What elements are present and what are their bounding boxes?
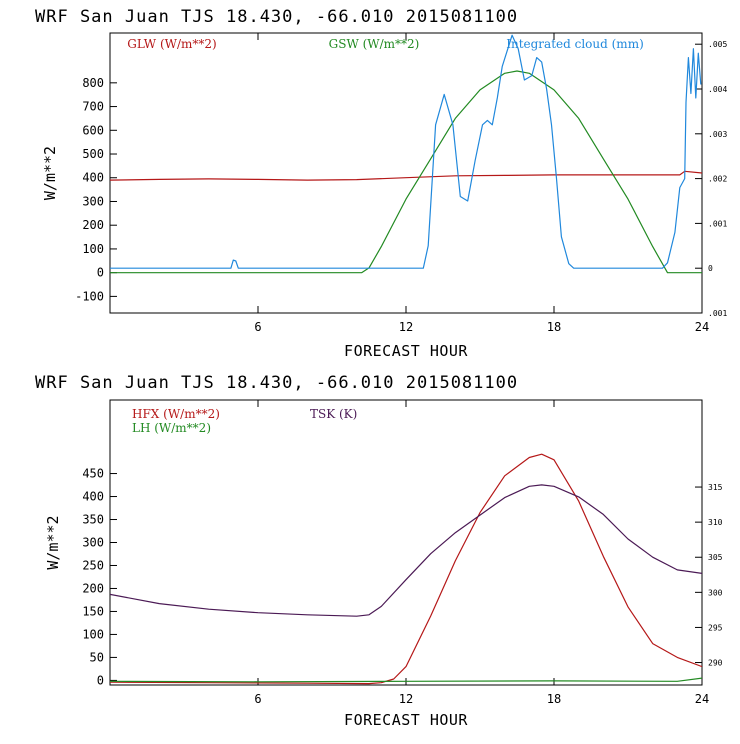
y-tick-label: 150 [82, 604, 104, 618]
y-tick-label: 700 [82, 100, 104, 114]
x-tick-label: 6 [254, 692, 261, 706]
y2-tick-label: 305 [708, 553, 723, 562]
y-tick-label: 400 [82, 171, 104, 185]
legend-entry-tsk: TSK (K) [310, 407, 357, 421]
y-axis-label: W/m**2 [44, 515, 62, 569]
y2-tick-label: .001 [708, 219, 727, 228]
x-axis-label: FORECAST HOUR [344, 342, 468, 360]
x-tick-label: 18 [547, 320, 561, 334]
y-tick-label: 300 [82, 536, 104, 550]
series-line-hfx [110, 453, 702, 685]
series-line-lh [110, 677, 702, 683]
y-tick-label: 250 [82, 558, 104, 572]
x-tick-label: 24 [695, 320, 709, 334]
x-tick-label: 24 [695, 692, 709, 706]
chart-title: WRF San Juan TJS 18.430, -66.010 2015081… [35, 373, 518, 393]
series-line-gsw [110, 70, 702, 274]
legend-entry-integrated: Integrated cloud (mm) [506, 37, 644, 51]
y-tick-label: 450 [82, 467, 104, 481]
y-tick-label: 100 [82, 242, 104, 256]
chart-title: WRF San Juan TJS 18.430, -66.010 2015081… [35, 7, 518, 27]
y-tick-label: 100 [82, 627, 104, 641]
plot-frame [109, 399, 703, 686]
y2-tick-label: 300 [708, 588, 723, 597]
y-tick-label: 0 [97, 266, 104, 280]
y2-tick-label: 295 [708, 623, 723, 632]
y-axis-label: W/m**2 [41, 146, 59, 200]
x-axis-label: FORECAST HOUR [344, 711, 468, 729]
y-tick-label: 0 [97, 673, 104, 687]
series-line-tsk [110, 484, 702, 617]
y-tick-label: 200 [82, 581, 104, 595]
y-tick-label: 350 [82, 513, 104, 527]
y-tick-label: 300 [82, 194, 104, 208]
y2-tick-label: .004 [708, 85, 727, 94]
y-tick-label: -100 [75, 289, 104, 303]
y-tick-label: 400 [82, 490, 104, 504]
legend-entry-gsw: GSW (W/m**2) [329, 37, 420, 51]
plot-frame [109, 32, 703, 314]
chart-panel-1: WRF San Juan TJS 18.430, -66.010 2015081… [35, 7, 727, 360]
y2-tick-label: 315 [708, 483, 723, 492]
chart-panel-2: WRF San Juan TJS 18.430, -66.010 2015081… [35, 373, 723, 729]
y2-tick-label: 310 [708, 518, 723, 527]
y-tick-label: 200 [82, 218, 104, 232]
y2-tick-label: 290 [708, 659, 723, 668]
legend-entry-glw: GLW (W/m**2) [127, 37, 216, 51]
y2-tick-label: 0 [708, 264, 713, 273]
y-tick-label: 50 [90, 650, 104, 664]
x-tick-label: 6 [254, 320, 261, 334]
y2-tick-label: .005 [708, 40, 727, 49]
y2-tick-label: .003 [708, 130, 727, 139]
y2-tick-label: .002 [708, 175, 727, 184]
legend-entry-hfx: HFX (W/m**2) [132, 407, 220, 421]
series-line-integrated [110, 34, 702, 269]
y-tick-label: 600 [82, 123, 104, 137]
series-line-glw [110, 170, 702, 181]
y-tick-label: 500 [82, 147, 104, 161]
x-tick-label: 12 [399, 692, 413, 706]
y-tick-label: 800 [82, 76, 104, 90]
legend-entry-lh: LH (W/m**2) [132, 421, 211, 435]
x-tick-label: 12 [399, 320, 413, 334]
x-tick-label: 18 [547, 692, 561, 706]
y2-tick-label: .001 [708, 309, 727, 318]
